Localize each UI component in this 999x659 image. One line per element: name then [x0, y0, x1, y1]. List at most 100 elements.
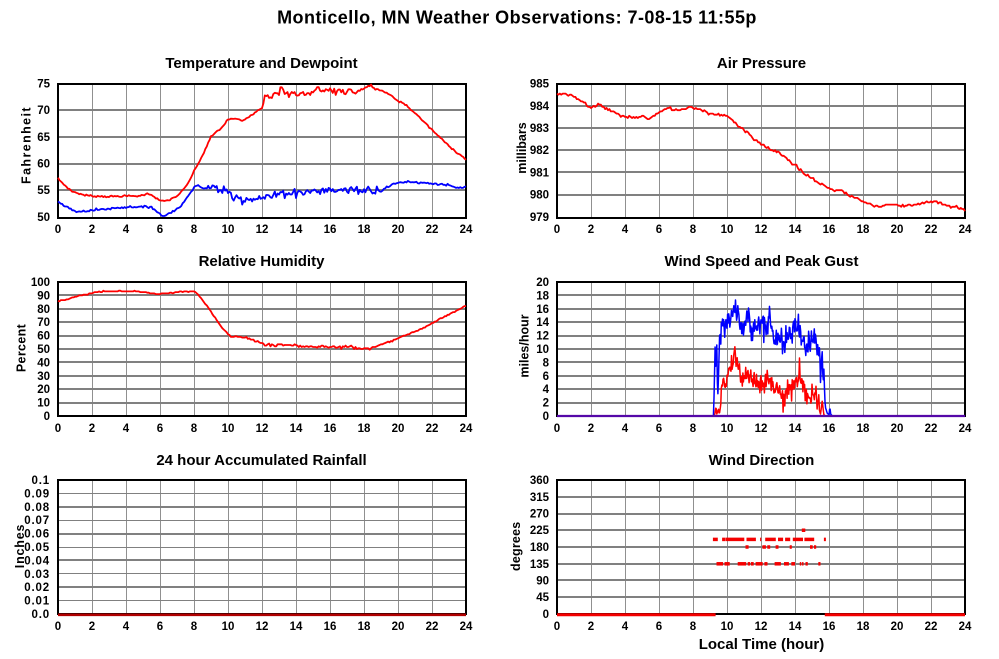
svg-text:979: 979: [530, 212, 549, 224]
svg-text:981: 981: [530, 167, 550, 179]
svg-text:18: 18: [857, 423, 870, 435]
svg-text:20: 20: [392, 423, 405, 435]
svg-text:983: 983: [530, 123, 549, 135]
svg-text:16: 16: [823, 621, 836, 633]
svg-text:22: 22: [925, 224, 938, 236]
svg-text:4: 4: [622, 423, 629, 435]
svg-text:75: 75: [37, 79, 50, 91]
svg-text:18: 18: [857, 224, 870, 236]
svg-text:0: 0: [55, 621, 61, 633]
svg-text:10: 10: [536, 344, 549, 356]
svg-text:30: 30: [37, 371, 50, 383]
svg-text:0: 0: [44, 411, 50, 423]
svg-text:12: 12: [755, 224, 768, 236]
svg-text:12: 12: [755, 621, 768, 633]
svg-text:12: 12: [256, 224, 269, 236]
svg-text:degrees: degrees: [509, 522, 523, 571]
svg-text:0.05: 0.05: [24, 542, 50, 554]
svg-text:985: 985: [530, 79, 550, 91]
svg-text:8: 8: [690, 224, 697, 236]
svg-text:14: 14: [789, 621, 802, 633]
svg-text:4: 4: [622, 621, 629, 633]
svg-text:8: 8: [690, 621, 697, 633]
svg-text:22: 22: [426, 423, 439, 435]
svg-text:60: 60: [37, 159, 50, 171]
svg-text:20: 20: [891, 423, 904, 435]
svg-text:20: 20: [891, 621, 904, 633]
svg-text:180: 180: [530, 542, 549, 554]
svg-text:Wind Direction: Wind Direction: [709, 452, 815, 469]
svg-text:10: 10: [222, 423, 235, 435]
svg-text:10: 10: [721, 224, 734, 236]
svg-text:20: 20: [392, 224, 405, 236]
svg-text:22: 22: [925, 423, 938, 435]
svg-text:360: 360: [530, 475, 549, 487]
svg-text:4: 4: [123, 423, 130, 435]
svg-text:6: 6: [157, 621, 163, 633]
svg-text:Wind Speed and Peak Gust: Wind Speed and Peak Gust: [664, 253, 858, 270]
svg-text:0.03: 0.03: [24, 569, 50, 581]
svg-text:14: 14: [290, 224, 303, 236]
svg-text:10: 10: [222, 621, 235, 633]
svg-text:2: 2: [588, 423, 594, 435]
svg-text:0.0: 0.0: [31, 609, 50, 621]
svg-text:4: 4: [622, 224, 629, 236]
svg-text:Fahrenheit: Fahrenheit: [20, 106, 34, 184]
svg-text:Monticello, MN Weather Observa: Monticello, MN Weather Observations: 7-0…: [277, 8, 757, 28]
svg-text:10: 10: [37, 398, 50, 410]
svg-text:984: 984: [530, 101, 550, 113]
svg-text:12: 12: [536, 331, 549, 343]
svg-text:70: 70: [37, 317, 50, 329]
svg-text:225: 225: [530, 525, 550, 537]
svg-text:22: 22: [426, 224, 439, 236]
svg-text:18: 18: [536, 290, 549, 302]
svg-text:Relative Humidity: Relative Humidity: [199, 253, 326, 270]
svg-text:980: 980: [530, 190, 549, 202]
svg-text:0.08: 0.08: [24, 502, 50, 514]
svg-text:24: 24: [959, 621, 972, 633]
svg-text:8: 8: [191, 423, 198, 435]
svg-text:55: 55: [37, 185, 50, 197]
svg-text:20: 20: [37, 384, 50, 396]
svg-text:18: 18: [358, 224, 371, 236]
svg-text:8: 8: [543, 357, 550, 369]
svg-text:4: 4: [123, 224, 130, 236]
svg-text:0.09: 0.09: [24, 488, 50, 500]
svg-text:4: 4: [123, 621, 130, 633]
svg-text:6: 6: [656, 224, 662, 236]
svg-text:24: 24: [460, 423, 473, 435]
svg-text:10: 10: [222, 224, 235, 236]
svg-text:Temperature and Dewpoint: Temperature and Dewpoint: [165, 55, 357, 72]
svg-text:6: 6: [656, 423, 662, 435]
svg-text:16: 16: [324, 423, 337, 435]
svg-text:6: 6: [543, 371, 549, 383]
svg-text:90: 90: [536, 576, 549, 588]
svg-text:135: 135: [530, 559, 550, 571]
svg-text:24: 24: [959, 224, 972, 236]
svg-text:0: 0: [55, 423, 61, 435]
svg-text:18: 18: [358, 423, 371, 435]
svg-text:45: 45: [536, 592, 549, 604]
svg-text:Local Time (hour): Local Time (hour): [699, 636, 825, 653]
svg-text:40: 40: [37, 357, 50, 369]
svg-text:2: 2: [588, 621, 594, 633]
svg-text:14: 14: [290, 423, 303, 435]
svg-text:12: 12: [256, 423, 269, 435]
svg-text:22: 22: [925, 621, 938, 633]
svg-text:2: 2: [89, 224, 95, 236]
svg-text:12: 12: [256, 621, 269, 633]
svg-text:20: 20: [536, 277, 549, 289]
svg-text:14: 14: [536, 317, 549, 329]
svg-text:24: 24: [460, 621, 473, 633]
svg-text:50: 50: [37, 212, 50, 224]
svg-text:Inches: Inches: [13, 524, 27, 568]
svg-text:24: 24: [959, 423, 972, 435]
svg-text:miles/hour: miles/hour: [518, 314, 532, 377]
svg-text:100: 100: [31, 277, 50, 289]
svg-text:0.02: 0.02: [24, 582, 50, 594]
svg-text:millibars: millibars: [515, 122, 529, 173]
svg-text:8: 8: [690, 423, 697, 435]
svg-text:0: 0: [543, 609, 549, 621]
svg-text:80: 80: [37, 304, 50, 316]
svg-text:6: 6: [157, 224, 163, 236]
